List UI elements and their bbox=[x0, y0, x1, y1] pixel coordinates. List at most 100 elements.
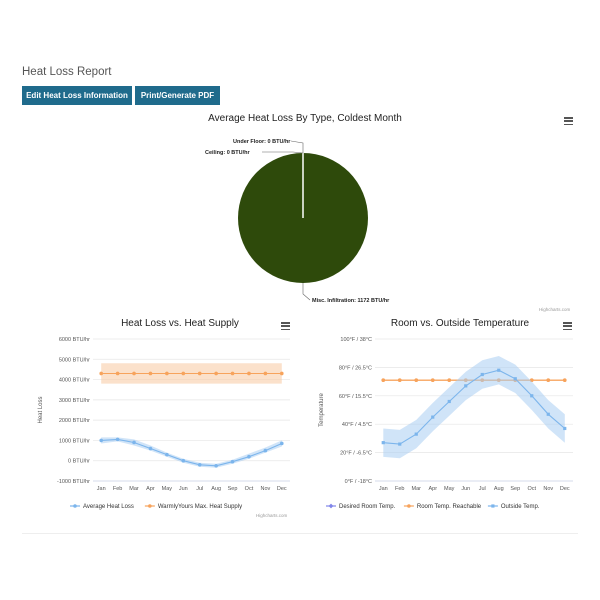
data-point[interactable] bbox=[247, 371, 251, 376]
x-tick-label: Mar bbox=[129, 486, 139, 492]
pie-menu-icon[interactable] bbox=[564, 117, 573, 126]
pie-slice-misc-infiltration[interactable] bbox=[238, 153, 368, 283]
data-point[interactable] bbox=[148, 371, 153, 376]
y-tick-label: 2000 BTU/hr bbox=[59, 418, 90, 424]
data-point[interactable] bbox=[563, 426, 567, 431]
data-point[interactable] bbox=[230, 459, 235, 464]
data-point[interactable] bbox=[132, 440, 136, 445]
footer-divider bbox=[22, 533, 578, 534]
edit-heat-loss-button[interactable]: Edit Heat Loss Information bbox=[22, 86, 132, 105]
data-point[interactable] bbox=[279, 441, 284, 446]
legend-item[interactable]: WarmlyYours Max. Heat Supply bbox=[158, 504, 242, 510]
x-tick-label: Oct bbox=[527, 486, 536, 492]
data-point[interactable] bbox=[279, 371, 284, 376]
heat-menu-icon[interactable] bbox=[281, 322, 290, 331]
data-point[interactable] bbox=[148, 446, 153, 451]
data-point[interactable] bbox=[214, 463, 218, 468]
data-point[interactable] bbox=[513, 377, 517, 381]
data-point[interactable] bbox=[381, 441, 385, 445]
data-point[interactable] bbox=[546, 412, 550, 416]
temp-chart-title: Room vs. Outside Temperature bbox=[390, 318, 530, 329]
data-point[interactable] bbox=[464, 384, 468, 388]
x-tick-label: Sep bbox=[510, 486, 520, 492]
pie-connector-misc bbox=[302, 283, 311, 301]
x-tick-label: Jul bbox=[196, 486, 203, 492]
data-point[interactable] bbox=[447, 399, 451, 404]
y-axis-title: Heat Loss bbox=[38, 396, 44, 423]
legend-symbol-marker bbox=[407, 504, 411, 508]
series-line bbox=[101, 438, 283, 467]
pie-label-misc: Misc. Infiltration: 1172 BTU/hr bbox=[312, 298, 390, 304]
y-tick-label: 0 BTU/hr bbox=[68, 459, 90, 465]
x-tick-label: Sep bbox=[228, 486, 238, 492]
legend-item[interactable]: Desired Room Temp. bbox=[339, 504, 396, 510]
x-tick-label: May bbox=[162, 486, 173, 492]
data-point[interactable] bbox=[197, 371, 202, 376]
x-tick-label: Feb bbox=[395, 486, 404, 492]
legend-symbol-marker bbox=[148, 504, 152, 508]
x-tick-label: Aug bbox=[494, 486, 504, 492]
data-point[interactable] bbox=[430, 378, 435, 382]
pie-credit: Highcharts.com bbox=[539, 307, 571, 312]
y-tick-label: 4000 BTU/hr bbox=[59, 378, 90, 384]
data-point[interactable] bbox=[480, 372, 484, 377]
x-tick-label: Aug bbox=[211, 486, 221, 492]
data-point[interactable] bbox=[447, 378, 452, 382]
y-tick-label: 0°F / -18°C bbox=[345, 479, 372, 485]
print-pdf-button[interactable]: Print/Generate PDF bbox=[135, 86, 220, 105]
x-tick-label: Feb bbox=[113, 486, 122, 492]
legend-item[interactable]: Room Temp. Reachable bbox=[417, 504, 482, 510]
series-line bbox=[383, 369, 566, 445]
data-point[interactable] bbox=[263, 448, 268, 453]
x-tick-label: Jan bbox=[379, 486, 388, 492]
data-point[interactable] bbox=[247, 454, 251, 459]
heat-loss-chart: -1000 BTU/hr 0 BTU/hr 1000 BTU/hr 2000 BTU/… bbox=[38, 337, 290, 510]
data-point[interactable] bbox=[181, 458, 186, 463]
x-tick-label: Jun bbox=[179, 486, 188, 492]
temp-menu-icon[interactable] bbox=[563, 322, 572, 331]
data-point[interactable] bbox=[263, 371, 268, 376]
data-point[interactable] bbox=[165, 371, 169, 376]
temperature-chart: 0°F / -18°C 20°F / -6.5°C 40°F / 4.5°C 60°F… bbox=[319, 337, 573, 510]
y-tick-label: 40°F / 4.5°C bbox=[342, 422, 372, 428]
series-range-band bbox=[383, 356, 565, 459]
data-point[interactable] bbox=[530, 394, 534, 398]
x-tick-label: Nov bbox=[543, 486, 553, 492]
pie-label-ceiling: Ceiling: 0 BTU/hr bbox=[205, 150, 250, 156]
data-point[interactable] bbox=[546, 378, 551, 382]
data-point[interactable] bbox=[497, 368, 501, 372]
x-tick-label: Jan bbox=[97, 486, 106, 492]
heat-chart-title: Heat Loss vs. Heat Supply bbox=[121, 318, 239, 329]
x-tick-label: Mar bbox=[412, 486, 422, 492]
data-point[interactable] bbox=[562, 378, 567, 382]
legend-symbol-marker bbox=[73, 504, 77, 508]
legend-item[interactable]: Outside Temp. bbox=[501, 504, 540, 510]
page-title: Heat Loss Report bbox=[22, 66, 112, 78]
data-point[interactable] bbox=[214, 371, 218, 376]
data-point[interactable] bbox=[381, 378, 386, 382]
x-tick-label: Dec bbox=[560, 486, 570, 492]
data-point[interactable] bbox=[414, 378, 419, 382]
data-point[interactable] bbox=[397, 378, 402, 382]
data-point[interactable] bbox=[115, 371, 120, 376]
data-point[interactable] bbox=[99, 438, 104, 443]
data-point[interactable] bbox=[115, 437, 120, 442]
legend-item[interactable]: Average Heat Loss bbox=[83, 504, 134, 510]
x-tick-label: Jul bbox=[479, 486, 486, 492]
pie-connector-ceiling bbox=[262, 151, 304, 154]
x-tick-label: Oct bbox=[245, 486, 254, 492]
data-point[interactable] bbox=[132, 371, 136, 376]
data-point[interactable] bbox=[197, 462, 202, 467]
legend-symbol-marker bbox=[328, 503, 334, 509]
data-point[interactable] bbox=[398, 442, 402, 446]
y-tick-label: 6000 BTU/hr bbox=[59, 337, 90, 343]
data-point[interactable] bbox=[99, 371, 104, 376]
y-tick-label: 3000 BTU/hr bbox=[59, 398, 90, 404]
data-point[interactable] bbox=[431, 415, 435, 419]
data-point[interactable] bbox=[181, 371, 186, 376]
data-point[interactable] bbox=[230, 371, 235, 376]
data-point[interactable] bbox=[414, 432, 418, 436]
y-tick-label: 1000 BTU/hr bbox=[59, 438, 90, 444]
y-axis-title: Temperature bbox=[319, 392, 325, 426]
data-point[interactable] bbox=[165, 452, 169, 457]
